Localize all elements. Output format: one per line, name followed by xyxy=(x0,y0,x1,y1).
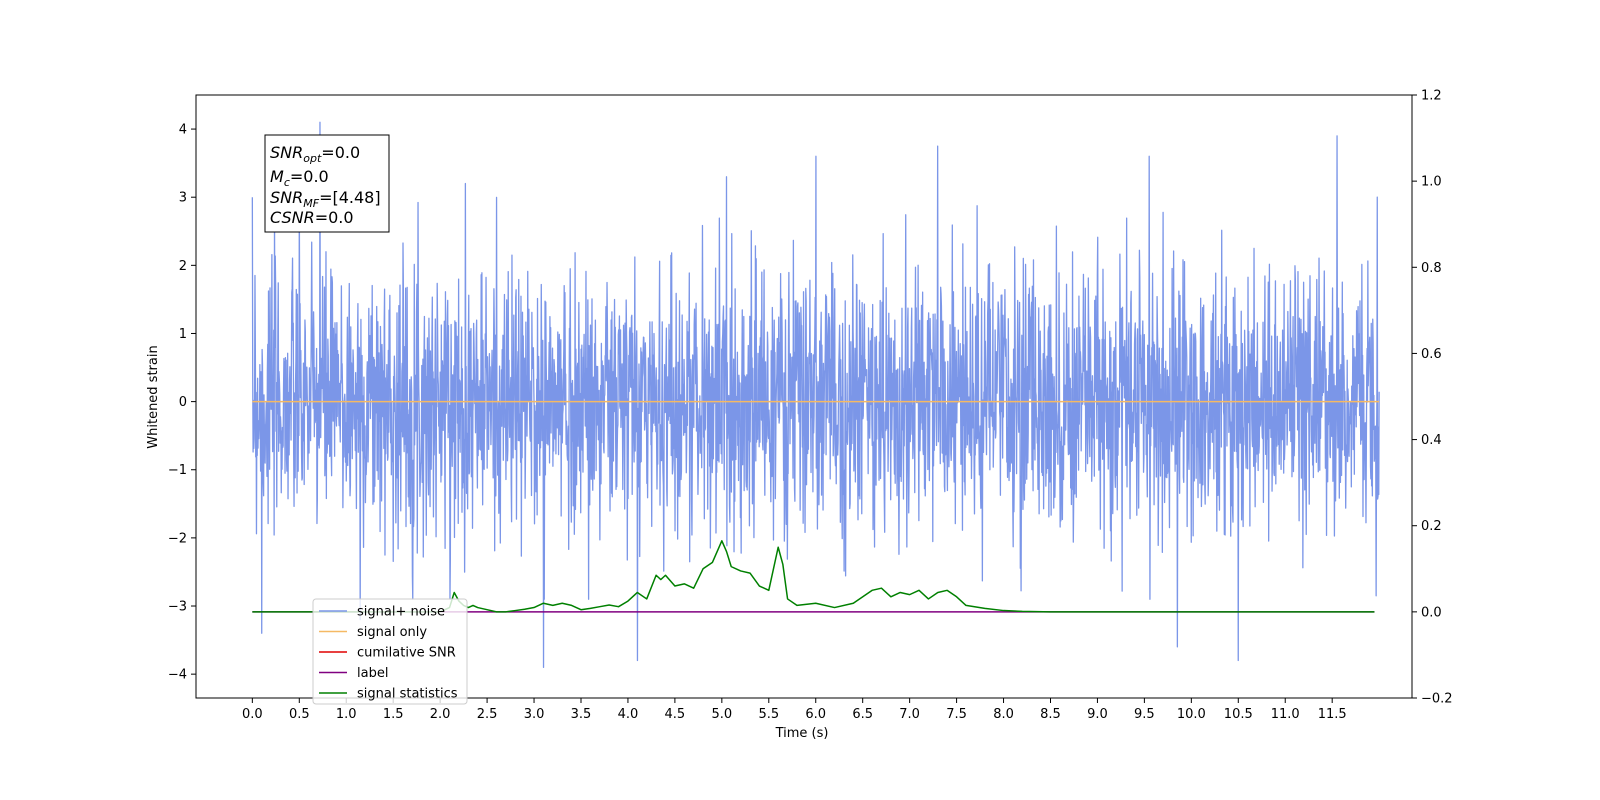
legend-label: cumilative SNR xyxy=(357,646,456,661)
x-tick-label: 10.0 xyxy=(1177,707,1206,722)
x-tick-label: 7.5 xyxy=(946,707,967,722)
x-tick-label: 8.0 xyxy=(993,707,1014,722)
y2-tick-label: 1.0 xyxy=(1421,175,1442,190)
y2-axis-ticks: 1.2 1.0 0.8 0.6 0.4 0.2 0.0 −0.2 xyxy=(1412,89,1453,707)
y-tick-label: −1 xyxy=(168,463,187,478)
series-line-signal-noise xyxy=(251,121,1380,668)
x-tick-label: 6.0 xyxy=(805,707,826,722)
x-tick-label: 1.5 xyxy=(383,707,404,722)
x-tick-label: 3.0 xyxy=(524,707,545,722)
y-tick-label: −2 xyxy=(168,531,187,546)
annotation-symbol: M xyxy=(270,167,284,186)
x-tick-label: 5.0 xyxy=(711,707,732,722)
y2-tick-label: −0.2 xyxy=(1421,692,1453,707)
x-tick-label: 4.0 xyxy=(618,707,639,722)
annotation-line: SNRMF=[4.48] xyxy=(270,188,381,210)
y2-tick-label: 0.6 xyxy=(1421,347,1442,362)
y-axis-label: Whitened strain xyxy=(146,345,161,448)
legend: signal+ noise signal only cumilative SNR la… xyxy=(312,598,468,705)
x-axis-label: Time (s) xyxy=(775,726,829,741)
annotation-symbol: SNR xyxy=(270,143,303,162)
annotation-value: =0.0 xyxy=(290,167,329,186)
annotation-value: =0.0 xyxy=(321,143,360,162)
x-tick-label: 0.5 xyxy=(289,707,310,722)
y2-tick-label: 0.8 xyxy=(1421,261,1442,276)
y-tick-label: −4 xyxy=(168,668,187,683)
annotation-frame xyxy=(264,134,390,233)
y-tick-label: 2 xyxy=(179,259,187,274)
annotation-value: =0.0 xyxy=(315,208,354,227)
annotation-line: CSNR=0.0 xyxy=(270,208,354,227)
y-tick-label: 3 xyxy=(179,191,187,206)
y-tick-label: 1 xyxy=(179,327,187,342)
annotation-value: =[4.48] xyxy=(319,188,381,207)
x-tick-label: 5.5 xyxy=(758,707,779,722)
plot-frame xyxy=(195,94,1413,699)
x-tick-label: 1.0 xyxy=(336,707,357,722)
x-axis-ticks: 0.0 0.5 1.0 1.5 2.0 2.5 3.0 3.5 4.0 4.5 5.0 5.5 6.0 6… xyxy=(242,698,1347,722)
series-line-signal-statistics xyxy=(252,540,1375,613)
legend-frame xyxy=(312,598,468,705)
x-tick-label: 6.5 xyxy=(852,707,873,722)
annotation-symbol: CSNR xyxy=(270,208,315,227)
annotation-line: SNRopt=0.0 xyxy=(270,143,360,165)
x-tick-label: 11.0 xyxy=(1271,707,1300,722)
x-tick-label: 9.5 xyxy=(1134,707,1155,722)
y-tick-label: 0 xyxy=(179,395,187,410)
x-tick-label: 9.0 xyxy=(1087,707,1108,722)
x-tick-label: 8.5 xyxy=(1040,707,1061,722)
annotation-line: Mc=0.0 xyxy=(270,167,329,189)
x-tick-label: 7.0 xyxy=(899,707,920,722)
legend-label: signal+ noise xyxy=(357,605,445,620)
x-tick-label: 2.0 xyxy=(430,707,451,722)
legend-label: label xyxy=(357,666,388,681)
legend-label: signal only xyxy=(357,625,427,640)
y-axis-ticks: 4 3 2 1 0 −1 −2 −3 −4 xyxy=(168,123,196,683)
annotation-symbol: SNR xyxy=(270,188,303,207)
y2-tick-label: 1.2 xyxy=(1421,89,1442,104)
y-tick-label: 4 xyxy=(179,123,187,138)
y2-tick-label: 0.4 xyxy=(1421,433,1442,448)
x-tick-label: 4.5 xyxy=(665,707,686,722)
x-tick-label: 2.5 xyxy=(477,707,498,722)
y2-tick-label: 0.0 xyxy=(1421,605,1442,620)
annotation-subscript: opt xyxy=(303,152,322,165)
y-tick-label: −3 xyxy=(168,600,187,615)
annotation-subscript: c xyxy=(284,176,290,189)
x-tick-label: 0.0 xyxy=(242,707,263,722)
x-tick-label: 10.5 xyxy=(1224,707,1253,722)
x-tick-label: 11.5 xyxy=(1318,707,1347,722)
annotation-subscript: MF xyxy=(303,197,319,210)
x-tick-label: 3.5 xyxy=(571,707,592,722)
y2-tick-label: 0.2 xyxy=(1421,519,1442,534)
legend-label: signal statistics xyxy=(357,687,458,702)
